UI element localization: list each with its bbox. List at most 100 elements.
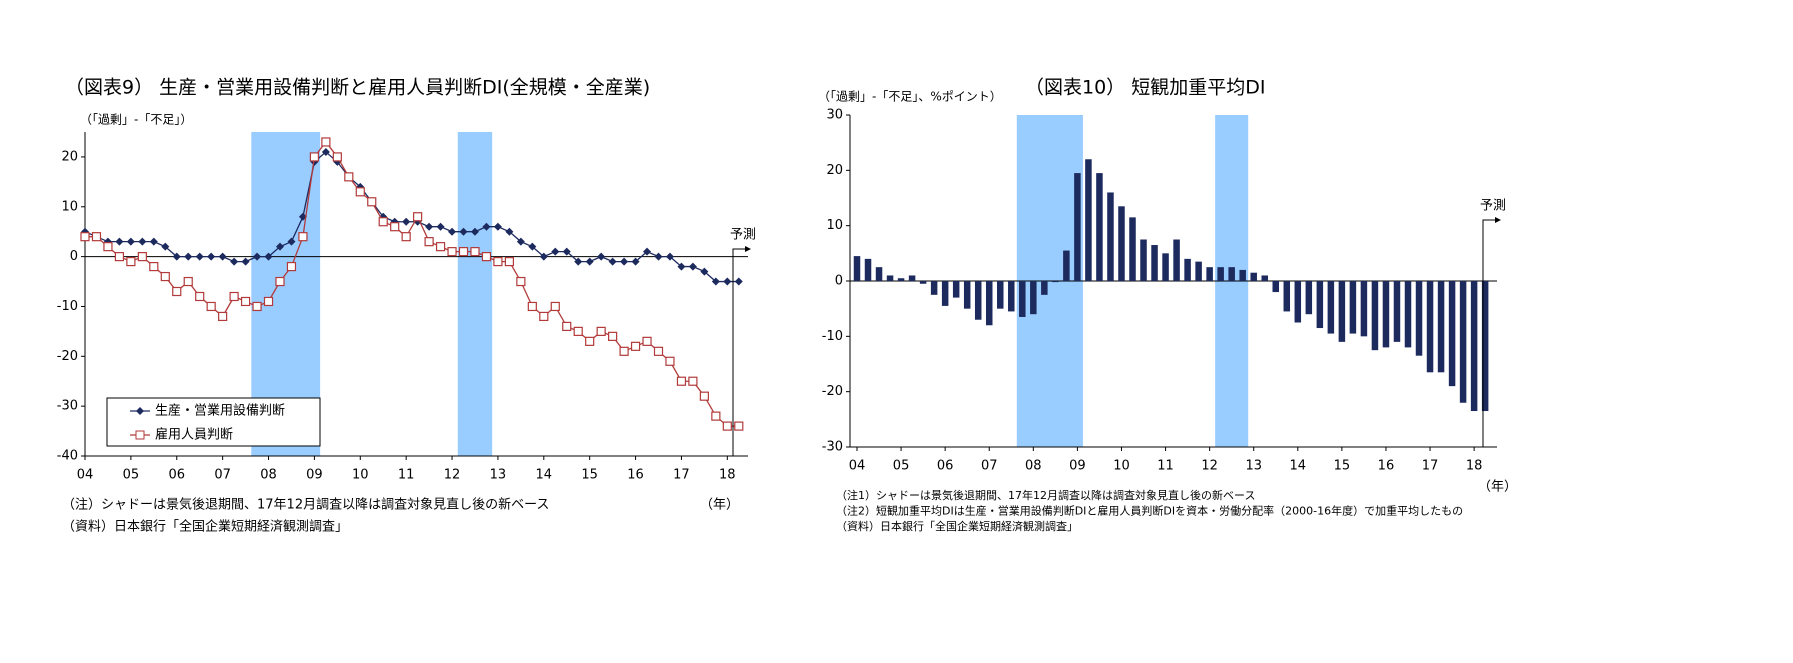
marker: [275, 276, 285, 287]
marker: [631, 257, 640, 266]
bar: [1316, 281, 1324, 329]
series-line: [84, 151, 739, 283]
marker: [653, 346, 664, 356]
marker: [195, 252, 204, 261]
marker: [493, 257, 503, 267]
bar: [1041, 281, 1048, 295]
marker: [425, 222, 434, 231]
marker: [470, 247, 480, 257]
x-tick-label: 17: [673, 468, 690, 483]
bar: [1096, 173, 1103, 281]
marker: [218, 252, 227, 261]
marker: [241, 257, 250, 266]
bar: [997, 281, 1004, 309]
y-tick-label: -40: [57, 449, 78, 464]
recession-shade: [457, 132, 493, 456]
bar: [908, 275, 916, 281]
bar: [1437, 281, 1445, 373]
y-tick-label: 10: [61, 199, 78, 214]
bar: [1019, 281, 1026, 317]
x-tick-label: 05: [893, 459, 910, 474]
x-tick-label: 16: [627, 468, 644, 483]
x-tick-label: 05: [123, 468, 140, 483]
chart: （図表10） 短観加重平均DI （「過剰」-「不足」、%ポイント） -30 -20 -1…: [818, 77, 1517, 534]
marker: [344, 172, 354, 182]
bar: [1327, 281, 1335, 334]
x-tick-label: 12: [1201, 459, 1218, 474]
marker: [676, 376, 687, 386]
marker: [722, 421, 732, 431]
bar: [930, 281, 938, 295]
bar: [1250, 272, 1257, 281]
bar: [897, 278, 905, 281]
x-tick-label: 09: [1069, 459, 1086, 474]
marker: [470, 227, 479, 236]
bar: [1470, 281, 1478, 412]
marker: [195, 291, 205, 302]
marker: [574, 257, 583, 266]
marker: [424, 237, 434, 247]
marker: [665, 356, 675, 366]
marker: [734, 277, 743, 286]
bar: [1349, 281, 1357, 334]
marker: [562, 247, 571, 256]
bar: [1272, 281, 1280, 293]
bar: [1195, 261, 1202, 281]
note: （注）シャドーは景気後退期間、17年12月調査以降は調査対象見直し後の新ベース: [62, 497, 549, 513]
y-tick-label: 10: [826, 218, 843, 233]
chart: （図表9） 生産・営業用設備判断と雇用人員判断DI(全規模・全産業) （「過剰」-…: [57, 77, 756, 535]
x-tick-label: 04: [849, 459, 866, 474]
bar: [919, 281, 927, 284]
bar: [1184, 258, 1191, 281]
x-tick-label: 11: [398, 468, 415, 483]
marker: [413, 212, 423, 222]
marker: [585, 336, 595, 346]
marker: [206, 301, 216, 312]
bar: [985, 281, 993, 326]
forecast-arrowhead: [745, 246, 751, 252]
marker: [402, 217, 411, 226]
bar: [1261, 275, 1268, 281]
chart-title: （図表9） 生産・営業用設備判断と雇用人員判断DI(全規模・全産業): [65, 77, 650, 99]
x-tick-label: 15: [1334, 459, 1351, 474]
marker: [596, 326, 606, 336]
x-tick-label: 12: [444, 468, 461, 483]
x-tick-label: 04: [77, 468, 94, 483]
note: （注2）短観加重平均DIは生産・営業用設備判断DIと雇用人員判断DIを資本・労働…: [836, 504, 1463, 518]
y-tick-label: -30: [822, 440, 843, 455]
bar: [886, 275, 894, 281]
marker: [114, 252, 125, 262]
bar: [1052, 281, 1059, 283]
y-tick-label: -30: [57, 399, 78, 414]
marker: [149, 237, 158, 246]
bar: [952, 281, 960, 298]
marker: [481, 252, 492, 262]
marker: [700, 267, 709, 276]
legend-marker: [136, 407, 144, 415]
forecast-label: 予測: [730, 228, 756, 243]
marker: [585, 257, 594, 266]
marker: [103, 242, 113, 252]
marker: [275, 242, 284, 251]
marker: [688, 262, 697, 271]
marker: [229, 291, 239, 302]
bar: [1371, 281, 1379, 351]
marker: [551, 247, 560, 256]
bar: [1459, 281, 1467, 403]
marker: [447, 247, 457, 257]
x-tick-label: 15: [581, 468, 598, 483]
marker: [253, 252, 262, 261]
bar: [1074, 173, 1081, 281]
marker: [160, 271, 170, 282]
bar: [1228, 267, 1235, 281]
marker: [435, 242, 446, 252]
bar: [963, 281, 971, 309]
legend-label: 生産・営業用設備判断: [155, 403, 285, 419]
forecast-arrow: [732, 248, 748, 456]
bar: [1448, 281, 1456, 387]
marker: [459, 227, 468, 236]
marker: [504, 257, 514, 267]
marker: [183, 276, 193, 287]
marker: [643, 247, 652, 256]
